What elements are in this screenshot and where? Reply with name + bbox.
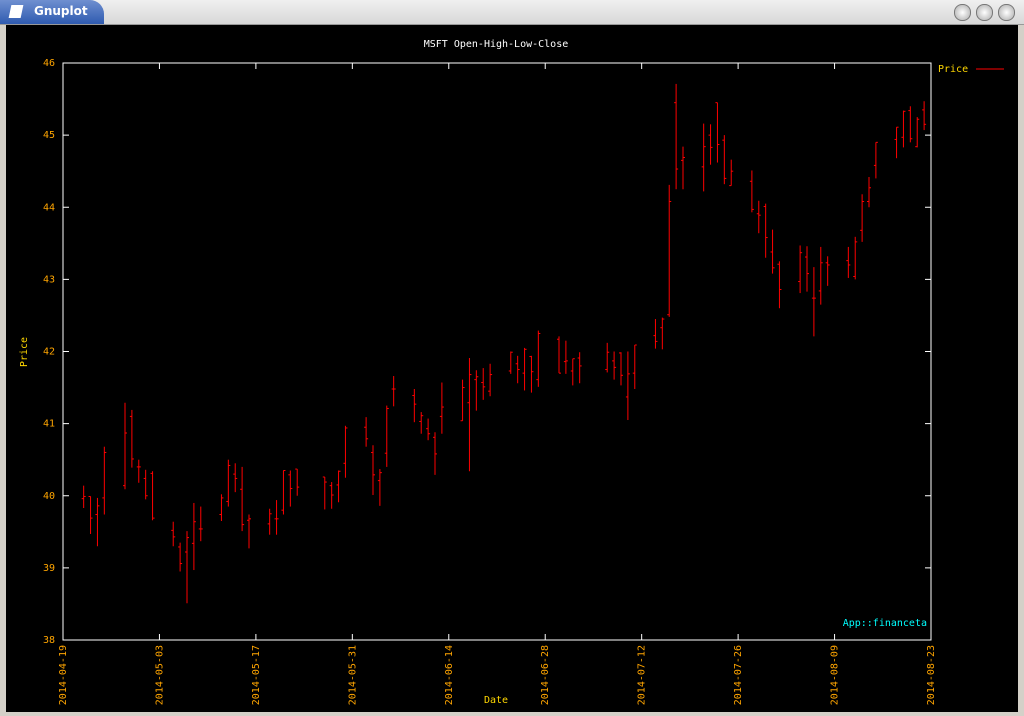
chart-title: MSFT Open-High-Low-Close: [424, 39, 569, 50]
x-tick-label: 2014-06-28: [540, 645, 551, 705]
y-tick-label: 39: [43, 563, 55, 574]
y-tick-label: 40: [43, 491, 55, 502]
plot-border: [62, 62, 932, 641]
x-tick-label: 2014-08-09: [830, 645, 841, 705]
title-bar: Gnuplot: [0, 0, 1024, 25]
x-tick-label: 2014-05-31: [347, 645, 358, 705]
x-tick-label: 2014-07-26: [733, 645, 744, 705]
x-axis-label: Date: [484, 695, 508, 706]
y-axis-label: Price: [19, 337, 30, 367]
plot-window: MSFT Open-High-Low-Close Date Price App:…: [6, 25, 1018, 712]
chart: MSFT Open-High-Low-Close Date Price App:…: [19, 39, 1004, 706]
close-button[interactable]: [998, 4, 1015, 21]
minimize-button[interactable]: [954, 4, 971, 21]
x-tick-label: 2014-08-23: [926, 645, 937, 705]
app-icon: [8, 5, 24, 18]
legend-label: Price: [938, 64, 968, 75]
y-tick-label: 41: [43, 419, 55, 430]
annotation: App::financeta: [843, 618, 927, 629]
window-title: Gnuplot: [34, 4, 88, 18]
maximize-button[interactable]: [976, 4, 993, 21]
x-tick-label: 2014-07-12: [637, 645, 648, 705]
y-tick-label: 43: [43, 274, 55, 285]
y-tick-label: 44: [43, 202, 55, 213]
y-tick-label: 46: [43, 58, 55, 69]
y-tick-label: 42: [43, 347, 55, 358]
x-tick-label: 2014-04-19: [58, 645, 69, 705]
x-tick-label: 2014-06-14: [444, 645, 455, 705]
y-tick-label: 45: [43, 130, 55, 141]
x-tick-label: 2014-05-03: [154, 645, 165, 705]
x-tick-label: 2014-05-17: [251, 645, 262, 705]
window-tab: Gnuplot: [0, 0, 104, 24]
y-tick-label: 38: [43, 635, 55, 646]
